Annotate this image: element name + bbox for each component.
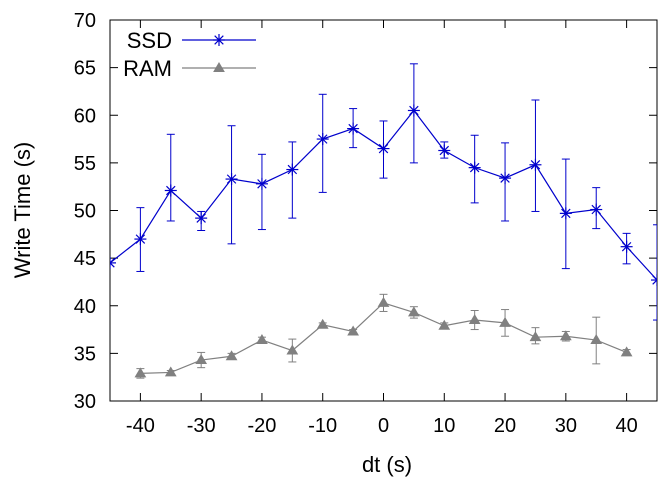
y-axis-label: Write Time (s) xyxy=(10,142,35,278)
marker-stroke xyxy=(561,208,571,219)
x-tick-label: 30 xyxy=(555,415,577,437)
data-point xyxy=(256,334,268,345)
data-point xyxy=(620,240,633,253)
marker-stroke xyxy=(348,123,358,134)
marker-stroke xyxy=(652,279,657,285)
data-point xyxy=(316,318,329,329)
y-tick-label: 60 xyxy=(74,105,96,127)
data-point xyxy=(164,366,177,377)
data-point xyxy=(134,233,147,246)
data-point xyxy=(529,331,542,342)
data-point xyxy=(195,354,208,365)
data-point xyxy=(225,350,238,361)
legend-label-ram: RAM xyxy=(123,56,172,81)
y-tick-label: 45 xyxy=(74,248,96,270)
marker-stroke xyxy=(214,35,224,45)
data-point xyxy=(377,142,390,155)
x-tick-label: -10 xyxy=(308,415,337,437)
data-point xyxy=(407,104,420,117)
marker-stroke xyxy=(196,213,206,223)
y-tick-label: 40 xyxy=(74,296,96,318)
y-tick-label: 30 xyxy=(74,391,96,413)
data-point xyxy=(499,172,512,185)
data-point xyxy=(408,306,420,317)
marker-stroke xyxy=(110,262,115,268)
axis-ticks: -40 -30 -20 -10 0 10 20 30 40 30 35 40 45 50 55 60 65 70 xyxy=(74,10,657,437)
x-tick-label: -20 xyxy=(247,415,276,437)
marker-stroke xyxy=(591,204,601,215)
data-point xyxy=(316,133,329,146)
series-line xyxy=(140,302,627,374)
data-point xyxy=(134,367,147,378)
data-point xyxy=(438,144,451,157)
marker-stroke xyxy=(409,105,419,116)
data-point xyxy=(559,330,572,341)
series-ram xyxy=(134,293,633,379)
data-point xyxy=(286,163,299,176)
x-tick-label: 20 xyxy=(494,415,516,437)
marker-stroke xyxy=(110,258,115,264)
marker-stroke xyxy=(287,164,298,175)
y-tick-label: 55 xyxy=(74,153,96,175)
data-point xyxy=(347,325,359,336)
data-point xyxy=(651,274,657,287)
x-tick-label: -40 xyxy=(126,415,155,437)
data-point xyxy=(110,256,116,269)
data-point xyxy=(529,158,542,171)
marker-stroke xyxy=(166,185,176,196)
x-tick-label: 10 xyxy=(433,415,455,437)
data-series xyxy=(110,63,657,379)
data-point xyxy=(195,212,208,225)
y-tick-label: 70 xyxy=(74,10,96,32)
y-tick-label: 50 xyxy=(74,201,96,223)
data-point xyxy=(286,344,299,355)
data-point xyxy=(590,203,603,216)
marker-stroke xyxy=(135,234,146,244)
series-ssd xyxy=(110,63,657,321)
legend-marker xyxy=(213,62,225,72)
data-point xyxy=(468,314,481,325)
data-point xyxy=(347,122,360,135)
legend-marker xyxy=(213,34,225,46)
marker-stroke xyxy=(469,162,480,173)
data-point xyxy=(164,184,177,197)
marker-stroke xyxy=(439,145,450,156)
data-point xyxy=(225,173,238,186)
data-point xyxy=(620,346,633,357)
data-point xyxy=(377,296,390,307)
legend-label-ssd: SSD xyxy=(127,28,172,53)
data-point xyxy=(468,161,481,174)
y-tick-label: 65 xyxy=(74,58,96,80)
marker-stroke xyxy=(257,179,267,189)
data-point xyxy=(255,177,268,190)
x-tick-label: 0 xyxy=(378,415,389,437)
marker-stroke xyxy=(530,160,541,170)
marker-stroke xyxy=(621,241,632,252)
marker-stroke xyxy=(226,174,237,184)
data-point xyxy=(438,319,451,330)
y-tick-label: 35 xyxy=(74,343,96,365)
marker-stroke xyxy=(500,173,510,183)
x-tick-label: -30 xyxy=(187,415,216,437)
x-tick-label: 40 xyxy=(615,415,637,437)
x-axis-label: dt (s) xyxy=(362,452,412,477)
data-point xyxy=(499,316,511,327)
marker-stroke xyxy=(652,275,657,281)
marker-stroke xyxy=(317,134,328,144)
data-point xyxy=(559,207,572,220)
data-point xyxy=(590,334,603,345)
legend: SSD RAM xyxy=(123,28,256,81)
marker-stroke xyxy=(378,143,389,154)
